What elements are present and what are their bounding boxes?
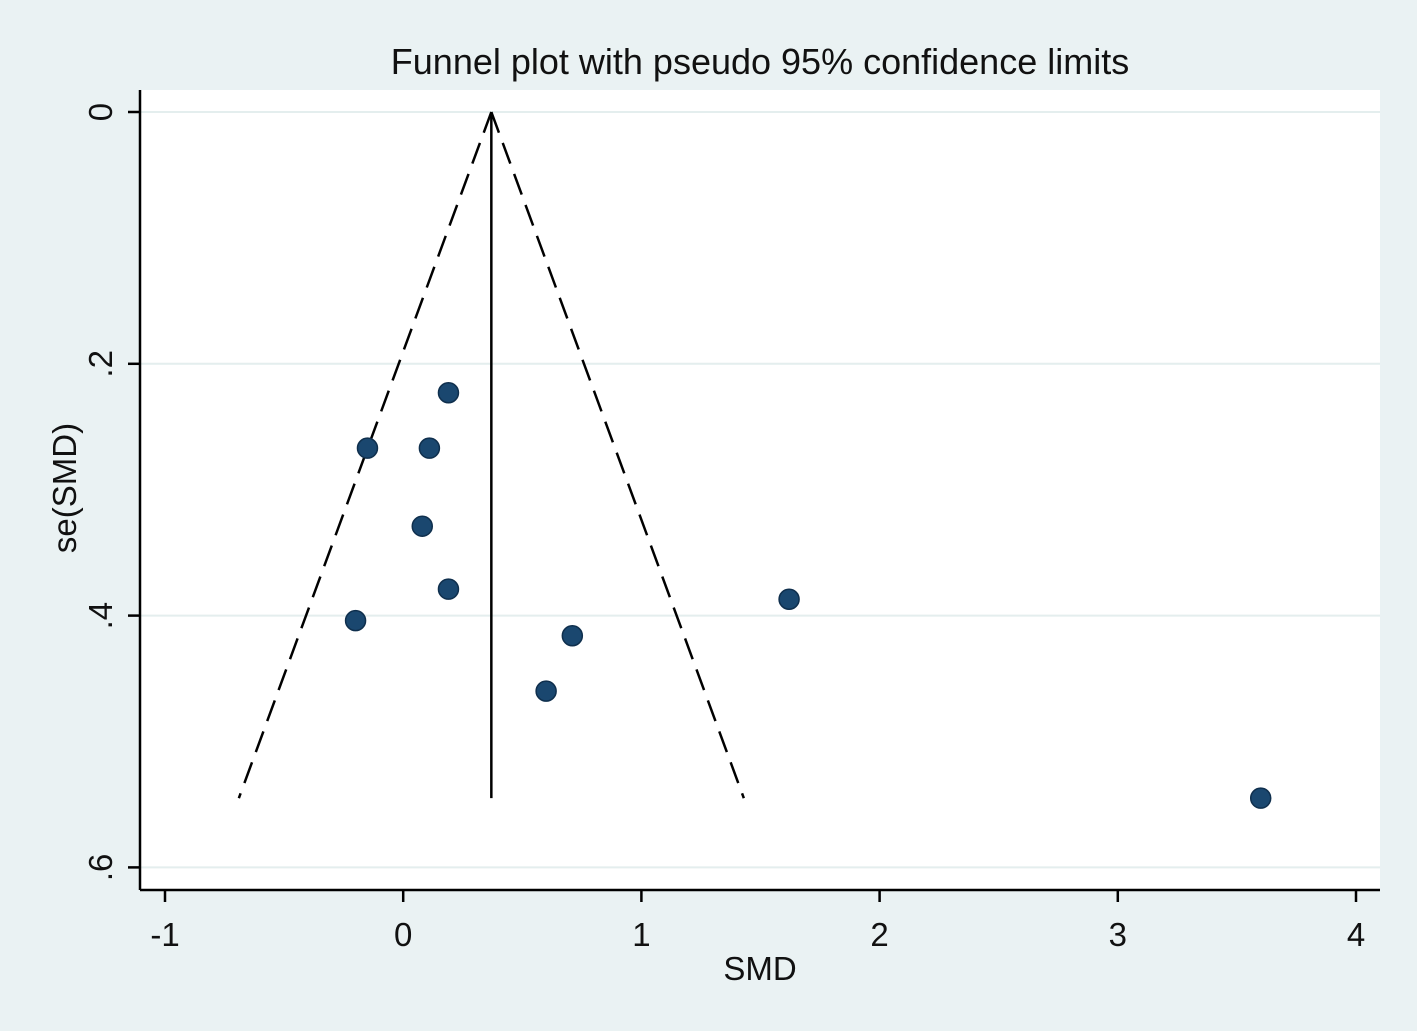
data-points xyxy=(344,382,1272,809)
x-tick-label-3: 2 xyxy=(870,916,888,953)
funnel-right-limit xyxy=(490,111,745,799)
x-tick-label-2: 1 xyxy=(632,916,650,953)
data-point-8 xyxy=(535,680,557,702)
x-tick-label-0: -1 xyxy=(150,916,179,953)
data-point-2 xyxy=(418,437,441,459)
y-tick-label-1: .2 xyxy=(82,350,119,378)
chart-title: Funnel plot with pseudo 95% confidence l… xyxy=(391,41,1129,82)
data-point-0 xyxy=(437,382,460,404)
plot-area xyxy=(140,90,1380,890)
x-axis-label: SMD xyxy=(723,950,796,987)
data-point-5 xyxy=(344,609,367,632)
data-point-7 xyxy=(561,624,584,647)
data-point-6 xyxy=(778,588,800,610)
y-axis-label: se(SMD) xyxy=(46,423,83,553)
x-tick-label-5: 4 xyxy=(1347,916,1365,953)
data-point-1 xyxy=(356,437,379,459)
y-tick-label-0: 0 xyxy=(82,103,119,121)
data-point-3 xyxy=(411,515,434,537)
data-point-9 xyxy=(1249,787,1272,809)
y-tick-label-2: .4 xyxy=(82,602,119,630)
y-axis-ticks: 0 .2 .4 .6 xyxy=(82,103,140,881)
x-axis-ticks: -1 0 1 2 3 4 xyxy=(150,890,1365,953)
x-tick-label-4: 3 xyxy=(1109,916,1127,953)
x-tick-label-1: 0 xyxy=(394,916,412,953)
axes xyxy=(138,90,1380,892)
y-tick-label-3: .6 xyxy=(82,854,119,882)
data-point-4 xyxy=(437,578,460,600)
